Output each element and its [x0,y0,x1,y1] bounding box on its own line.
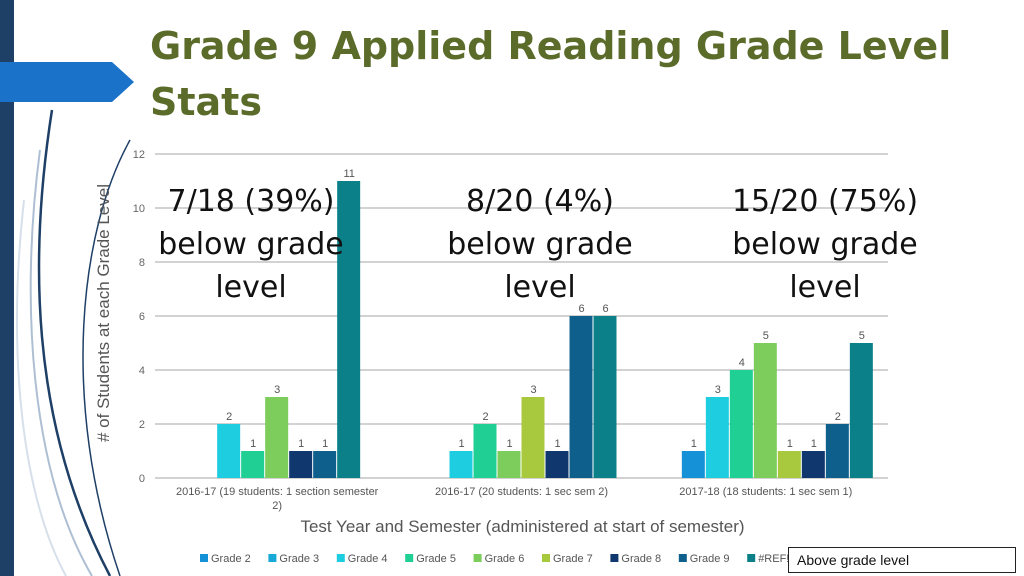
legend-swatch [610,554,619,562]
legend-item: Grade 4 [336,553,388,565]
bar [473,424,497,478]
annotation-3: 15/20 (75%) below grade level [731,184,919,305]
bar [241,451,265,478]
bar [849,343,873,478]
legend-item: Grade 8 [610,553,661,565]
bar [265,397,289,478]
slide-title: Grade 9 Applied Reading Grade Level Stat… [150,24,952,124]
bar [801,451,825,478]
legend-label: Grade 3 [279,553,319,565]
legend-label: Grade 7 [553,553,593,565]
bar-value-label: 1 [250,438,256,450]
y-tick-label: 0 [139,473,145,485]
legend-swatch [542,554,550,562]
bar [729,370,753,478]
bar-value-label: 3 [274,384,280,396]
legend-label: Grade 4 [348,553,388,565]
y-tick-label: 6 [139,311,145,323]
bar [825,424,849,478]
x-tick-label: 2016-17 (20 students: 1 sec sem 2) [435,486,608,498]
annotation-1: 7/18 (39%) below grade level [158,184,344,305]
bar-value-label: 3 [530,384,536,396]
legend-label: Grade 6 [485,553,525,565]
sidebar-decoration [0,0,134,576]
legend-swatch [200,554,208,562]
x-tick-label: 2017-18 (18 students: 1 sec sem 1) [679,486,852,498]
bar [337,181,361,478]
x-tick-label: 2016-17 (19 students: 1 section semester… [176,486,379,512]
bar [289,451,313,478]
y-tick-label: 4 [139,365,145,377]
legend-item: Grade 6 [473,553,525,565]
bar [449,451,473,478]
bar-value-label: 2 [482,411,488,423]
bar-value-label: 6 [602,303,608,315]
y-tick-label: 10 [133,203,145,215]
legend-label: Grade 8 [621,553,661,565]
x-axis-label: Test Year and Semester (administered at … [300,517,745,536]
bar-value-label: 1 [506,438,512,450]
bar [705,397,729,478]
legend-item: Grade 3 [268,553,319,565]
bar-value-label: 4 [739,357,745,369]
legend-label: #REF! [758,553,789,565]
bar-value-label: 1 [811,438,817,450]
bar-value-label: 11 [343,168,354,180]
bar-value-label: 1 [554,438,560,450]
bar [545,451,569,478]
sidebar-arrow [0,62,134,102]
legend-item: Grade 2 [200,553,251,565]
legend-item: #REF! [747,553,789,565]
legend-item: Grade 5 [405,553,456,565]
bar [753,343,777,478]
bar [593,316,617,478]
y-tick-label: 8 [139,257,145,269]
legend-label: Grade 2 [211,553,251,565]
bar-value-label: 1 [458,438,464,450]
legend-swatch [473,554,482,562]
legend-swatch [268,554,277,562]
bar-value-label: 5 [859,330,865,342]
legend-item: Grade 9 [678,553,730,565]
note-box: Above grade level [788,547,1016,573]
y-axis-label: # of Students at each Grade Level [94,184,113,443]
legend-label: Grade 5 [416,553,456,565]
legend-swatch [747,554,756,562]
legend-swatch [678,554,687,562]
legend-swatch [336,554,345,562]
bar-value-label: 1 [298,438,304,450]
legend-swatch [405,554,414,562]
legend-label: Grade 9 [690,553,730,565]
bar [681,451,705,478]
bar [313,451,337,478]
bar-value-label: 2 [835,411,841,423]
bar-value-label: 1 [322,438,328,450]
bar-value-label: 3 [715,384,721,396]
bar-value-label: 1 [787,438,793,450]
bar [569,316,593,478]
y-tick-label: 12 [133,149,145,161]
bar-value-label: 2 [226,411,232,423]
bar [521,397,545,478]
bar [777,451,801,478]
y-tick-label: 2 [139,419,145,431]
bar-value-label: 5 [763,330,769,342]
sidebar-strip [0,0,14,576]
bar [217,424,241,478]
bar-value-label: 6 [578,303,584,315]
bar [497,451,521,478]
legend-item: Grade 7 [542,553,593,565]
bar-value-label: 1 [691,438,697,450]
annotation-2: 8/20 (4%) below grade level [447,184,633,305]
